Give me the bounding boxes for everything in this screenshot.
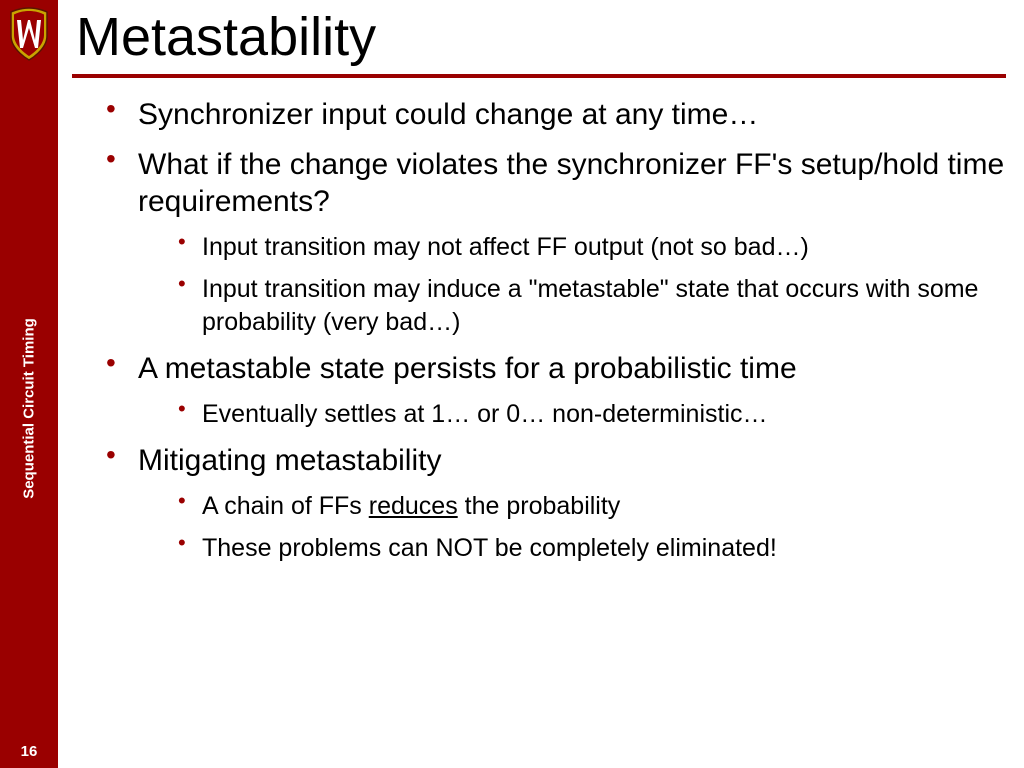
bullet-list: Synchronizer input could change at any t… — [72, 96, 1006, 565]
sub-bullet-text-pre: A chain of FFs — [202, 492, 369, 520]
slide-title: Metastability — [76, 6, 1006, 68]
sub-bullet-text: Input transition may not affect FF outpu… — [202, 233, 809, 261]
sub-bullet-item: Input transition may induce a "metastabl… — [178, 273, 1006, 338]
bullet-text: Synchronizer input could change at any t… — [138, 98, 758, 131]
sub-bullet-list: Input transition may not affect FF outpu… — [138, 231, 1006, 339]
bullet-text: A metastable state persists for a probab… — [138, 352, 797, 385]
bullet-item: A metastable state persists for a probab… — [106, 350, 1006, 430]
university-crest-icon — [5, 6, 53, 62]
sub-bullet-item: Input transition may not affect FF outpu… — [178, 231, 1006, 264]
bullet-text: What if the change violates the synchron… — [138, 148, 1004, 219]
bullet-item: What if the change violates the synchron… — [106, 146, 1006, 339]
sub-bullet-text: These problems can NOT be completely eli… — [202, 534, 777, 562]
sub-bullet-text: Input transition may induce a "metastabl… — [202, 275, 978, 336]
sub-bullet-item: A chain of FFs reduces the probability — [178, 490, 1006, 523]
bullet-item: Synchronizer input could change at any t… — [106, 96, 1006, 134]
bullet-item: Mitigating metastability A chain of FFs … — [106, 442, 1006, 565]
bullet-text: Mitigating metastability — [138, 444, 441, 477]
title-rule — [72, 74, 1006, 78]
sub-bullet-text-post: the probability — [458, 492, 621, 520]
sidebar-section-label: Sequential Circuit Timing — [21, 318, 38, 499]
sub-bullet-text: Eventually settles at 1… or 0… non-deter… — [202, 400, 768, 428]
sidebar: Sequential Circuit Timing 16 — [0, 0, 58, 768]
sub-bullet-item: These problems can NOT be completely eli… — [178, 532, 1006, 565]
sub-bullet-list: Eventually settles at 1… or 0… non-deter… — [138, 398, 1006, 431]
slide-content: Metastability Synchronizer input could c… — [58, 0, 1024, 768]
sub-bullet-underlined: reduces — [369, 492, 458, 520]
page-number: 16 — [0, 743, 58, 768]
sub-bullet-list: A chain of FFs reduces the probability T… — [138, 490, 1006, 565]
sub-bullet-item: Eventually settles at 1… or 0… non-deter… — [178, 398, 1006, 431]
